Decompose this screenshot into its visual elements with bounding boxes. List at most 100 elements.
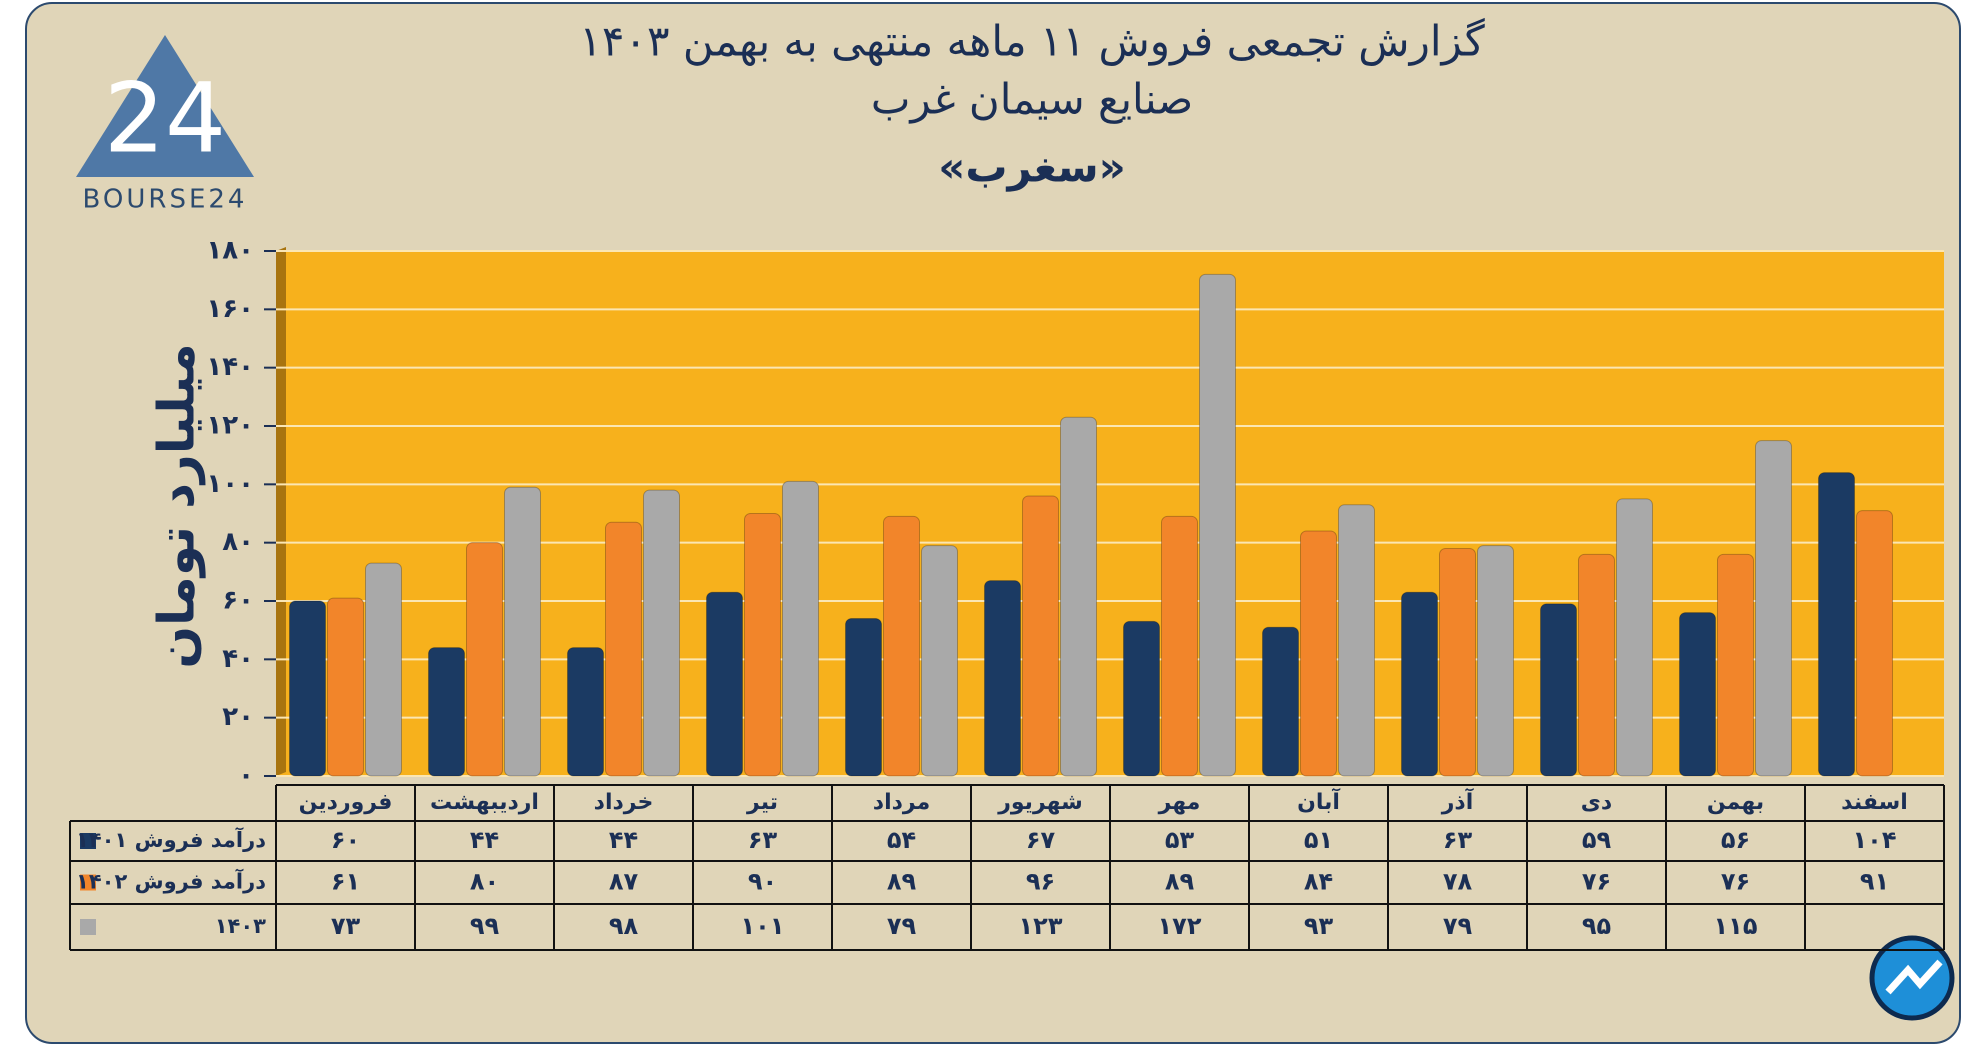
y-tick-label: ۸۰ (222, 527, 254, 557)
table-cell: ۹۸ (609, 912, 639, 940)
table-cell: ۷۶ (1582, 868, 1611, 896)
y-tick-label: ۴۰ (222, 644, 254, 674)
table-cell: ۶۷ (1026, 826, 1056, 854)
table-cell: ۵۱ (1304, 826, 1333, 854)
logo: 24 BOURSE24 (76, 35, 254, 215)
table-cell: ۸۷ (609, 868, 639, 896)
bar (1123, 620, 1160, 777)
legend-swatch (80, 833, 96, 849)
bar (567, 647, 604, 777)
bar (1856, 510, 1893, 777)
bar (289, 600, 326, 777)
bar (883, 515, 920, 777)
bar (1540, 603, 1577, 777)
table-cell: ۸۹ (887, 868, 917, 896)
bar (1616, 498, 1653, 777)
bar (1060, 416, 1097, 777)
bar (1477, 545, 1514, 777)
table-cell: ۵۹ (1582, 826, 1612, 854)
legend-swatch (80, 919, 96, 935)
x-tick-label: شهریور (997, 790, 1083, 815)
table-cell: ۹۵ (1582, 912, 1611, 940)
table-cell: ۶۱ (331, 868, 360, 896)
x-tick-label: خرداد (594, 790, 654, 815)
legend-label: درآمد فروش ۱۴۰۲ (76, 869, 266, 894)
table-cell: ۱۱۵ (1714, 912, 1758, 940)
plot-wall (276, 247, 286, 776)
table-cell: ۶۰ (331, 826, 360, 854)
logo-triangle (76, 35, 254, 177)
table-cell: ۶۳ (1443, 826, 1473, 854)
table-cell: ۱۰۴ (1853, 826, 1897, 854)
bar (428, 647, 465, 777)
bar (1401, 591, 1438, 777)
table-cell: ۴۴ (470, 826, 499, 854)
x-tick-label: اردیبهشت (430, 790, 539, 815)
x-tick-label: اسفند (1841, 790, 1908, 815)
legend-label: درآمد فروش ۱۴۰۱ (76, 827, 266, 852)
bar (1262, 626, 1299, 777)
bar (605, 521, 642, 777)
bar (1338, 504, 1375, 777)
table-cell: ۸۹ (1165, 868, 1195, 896)
table-cell: ۱۷۲ (1158, 912, 1202, 940)
bar (782, 480, 819, 777)
y-tick-label: ۱۲۰ (206, 411, 254, 441)
bar (1717, 553, 1754, 777)
table-cell: ۷۸ (1443, 868, 1473, 896)
bar (466, 542, 503, 777)
table-cell: ۵۳ (1165, 826, 1195, 854)
table-cell: ۱۲۳ (1019, 912, 1063, 940)
corner-icon (1869, 935, 1955, 1021)
y-tick-label: ۲۰ (222, 702, 254, 732)
bar (984, 580, 1021, 777)
chart-subtitle: «سغرب» (938, 143, 1126, 193)
table-cell: ۱۰۱ (741, 912, 785, 940)
table-cell: ۷۳ (331, 912, 361, 940)
y-tick-label: ۱۴۰ (206, 352, 254, 382)
table-cell: ۹۱ (1860, 868, 1889, 896)
table-cell: ۶۳ (748, 826, 778, 854)
y-tick-label: ۱۰۰ (206, 469, 254, 499)
bar (1300, 530, 1337, 777)
y-tick-label: ۶۰ (222, 586, 254, 616)
x-tick-label: فروردین (299, 790, 393, 815)
legend-swatch (80, 874, 96, 891)
bar (1199, 273, 1236, 777)
bar (1439, 548, 1476, 777)
table-cell: ۹۳ (1304, 912, 1334, 940)
table-cell: ۹۶ (1026, 868, 1055, 896)
x-tick-label: تیر (746, 790, 778, 815)
bar (1818, 472, 1855, 777)
legend-label: ۱۴۰۳ (215, 914, 266, 938)
bar (327, 597, 364, 777)
table-cell: ۹۹ (470, 912, 500, 940)
bar (504, 486, 541, 777)
bar (921, 545, 958, 777)
bar (1679, 612, 1716, 777)
bar (365, 562, 402, 777)
bar (744, 513, 781, 777)
table-cell: ۹۰ (748, 868, 777, 896)
icon-arrow (1885, 959, 1943, 995)
table-cell: ۵۴ (887, 826, 916, 854)
x-tick-label: مرداد (873, 790, 930, 815)
table-cell: ۸۰ (470, 868, 499, 896)
bar (643, 489, 680, 777)
chart-subtitle: صنایع سیمان غرب (871, 75, 1193, 125)
table-cell: ۸۴ (1304, 868, 1333, 896)
chart-title: گزارش تجمعی فروش ۱۱ ماهه منتهی به بهمن ۱… (579, 17, 1484, 67)
y-axis-label: میلیارد تومان (148, 343, 207, 668)
bar (1755, 440, 1792, 777)
x-tick-label: مهر (1158, 790, 1201, 815)
x-tick-label: دی (1581, 790, 1612, 815)
x-tick-label: بهمن (1707, 790, 1764, 815)
table-cell: ۷۹ (887, 912, 917, 940)
table-cell: ۷۶ (1721, 868, 1750, 896)
logo-mark: 24 (104, 62, 226, 174)
plot-area (276, 251, 1944, 776)
y-tick-label: ۱۶۰ (206, 294, 254, 324)
x-tick-label: آذر (1441, 787, 1474, 815)
bar (1022, 495, 1059, 777)
